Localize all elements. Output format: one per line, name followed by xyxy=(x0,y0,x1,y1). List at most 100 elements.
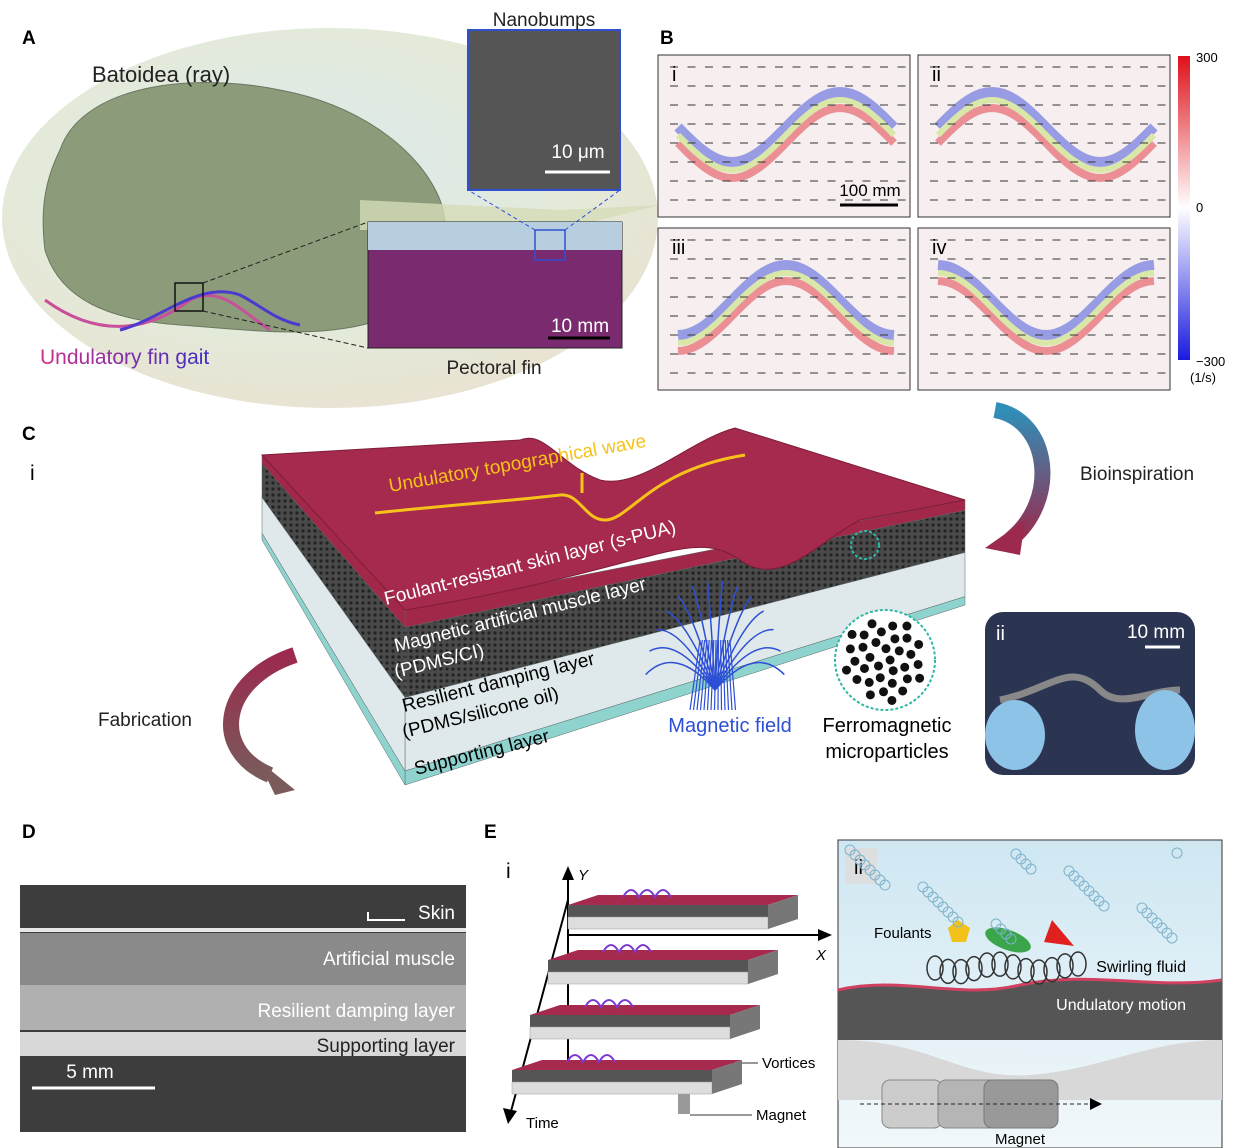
axis-label: X xyxy=(815,947,827,964)
particle xyxy=(902,622,911,631)
subpanel-label: i xyxy=(506,860,511,883)
particle xyxy=(879,687,888,696)
callout: Magnet xyxy=(995,1131,1046,1148)
particle xyxy=(850,657,859,666)
colorbar-unit: (1/s) xyxy=(1190,370,1216,385)
scale-label: 10 mm xyxy=(1127,622,1185,643)
panel-c: C i Bioinspiration Fabrication ii 10 mm … xyxy=(22,410,1195,795)
callout: Magnet xyxy=(756,1107,807,1124)
panel-label: C xyxy=(22,424,36,445)
layer-label: Skin xyxy=(418,903,455,924)
fab-arrow xyxy=(231,655,295,775)
callout: Vortices xyxy=(762,1055,815,1072)
panel-label: E xyxy=(484,822,497,843)
slab-muscle xyxy=(512,1070,712,1082)
particle xyxy=(888,679,897,688)
particle xyxy=(902,634,911,643)
subpanel-label: iv xyxy=(932,237,946,259)
particle xyxy=(890,634,899,643)
bio-arrow xyxy=(995,410,1042,540)
histology-skin xyxy=(368,222,622,250)
particle xyxy=(876,673,885,682)
layer-label: Supporting layer xyxy=(317,1036,456,1057)
slab-damping xyxy=(512,1082,712,1094)
arrow-label: Bioinspiration xyxy=(1080,464,1194,485)
panel-label: B xyxy=(660,28,674,49)
figure: A Batoidea (ray) Nanobumps 10 μm 10 mm U… xyxy=(0,0,1239,1148)
particle xyxy=(903,674,912,683)
particle xyxy=(860,664,869,673)
glove xyxy=(985,700,1045,770)
slab-muscle xyxy=(568,905,768,917)
gait-label: Undulatory fin gait xyxy=(40,346,209,369)
particle xyxy=(914,660,923,669)
scale-label: 10 μm xyxy=(551,142,604,163)
arrow-head xyxy=(562,866,574,880)
particle xyxy=(888,621,897,630)
field-label: Magnetic field xyxy=(668,715,791,737)
particle xyxy=(898,686,907,695)
subpanel-label: i xyxy=(30,462,35,485)
particle xyxy=(889,666,898,675)
flow-background xyxy=(918,228,1170,390)
colorbar xyxy=(1178,56,1190,360)
arrow-head xyxy=(985,520,1025,555)
particle xyxy=(858,643,867,652)
particle xyxy=(860,630,869,639)
axis-label: Y xyxy=(578,867,589,884)
callout: Foulants xyxy=(874,925,932,942)
particle xyxy=(842,666,851,675)
colorbar-tick: 0 xyxy=(1196,200,1203,215)
particle xyxy=(866,690,875,699)
skin-band xyxy=(20,928,466,932)
scale-label: 5 mm xyxy=(66,1062,114,1083)
panel-label: A xyxy=(22,28,36,49)
particle xyxy=(865,678,874,687)
flow-subpanel: ii xyxy=(918,55,1170,217)
axis-label: Time xyxy=(526,1115,559,1132)
slab-damping xyxy=(530,1027,730,1039)
flow-subpanel: iii xyxy=(658,228,910,390)
sem-image xyxy=(468,30,620,190)
subpanel-label: ii xyxy=(932,64,941,86)
panel-a: A Batoidea (ray) Nanobumps 10 μm 10 mm U… xyxy=(2,10,660,408)
flow-subpanel: iv xyxy=(918,228,1170,390)
subpanel-label: i xyxy=(672,64,676,86)
particle xyxy=(865,653,874,662)
slab-muscle xyxy=(530,1015,730,1027)
colorbar-tick: −300 xyxy=(1196,354,1225,369)
arrow-head xyxy=(818,929,832,941)
particle-label: microparticles xyxy=(825,741,948,763)
layer-label: Resilient damping layer xyxy=(258,1001,456,1022)
particle xyxy=(914,640,923,649)
particle xyxy=(900,663,909,672)
particle xyxy=(874,661,883,670)
arrow-label: Fabrication xyxy=(98,710,192,731)
particle xyxy=(881,644,890,653)
scale-label: 10 mm xyxy=(551,316,609,337)
particle-label: Ferromagnetic xyxy=(823,715,952,737)
title: Batoidea (ray) xyxy=(92,62,230,87)
flow-subpanel: i100 mm xyxy=(658,55,910,217)
subpanel-label: ii xyxy=(996,623,1005,645)
slab-top xyxy=(568,895,798,905)
colorbar-tick: 300 xyxy=(1196,50,1218,65)
particle xyxy=(887,696,896,705)
particle xyxy=(846,644,855,653)
panel-e: E i Y X Time Vortices Magnet ii Foulants… xyxy=(484,822,1222,1148)
glove xyxy=(1135,690,1195,770)
magnet xyxy=(678,1094,690,1114)
callout: Undulatory motion xyxy=(1056,997,1186,1014)
particle xyxy=(895,646,904,655)
flow-background xyxy=(658,228,910,390)
callout: Swirling fluid xyxy=(1096,959,1186,976)
panel-label: D xyxy=(22,822,36,843)
slab-top xyxy=(548,950,778,960)
arrow-head xyxy=(503,1108,517,1124)
particle xyxy=(868,619,877,628)
particle xyxy=(852,675,861,684)
particle xyxy=(886,656,895,665)
layer-label: Artificial muscle xyxy=(323,949,455,970)
particle xyxy=(906,650,915,659)
